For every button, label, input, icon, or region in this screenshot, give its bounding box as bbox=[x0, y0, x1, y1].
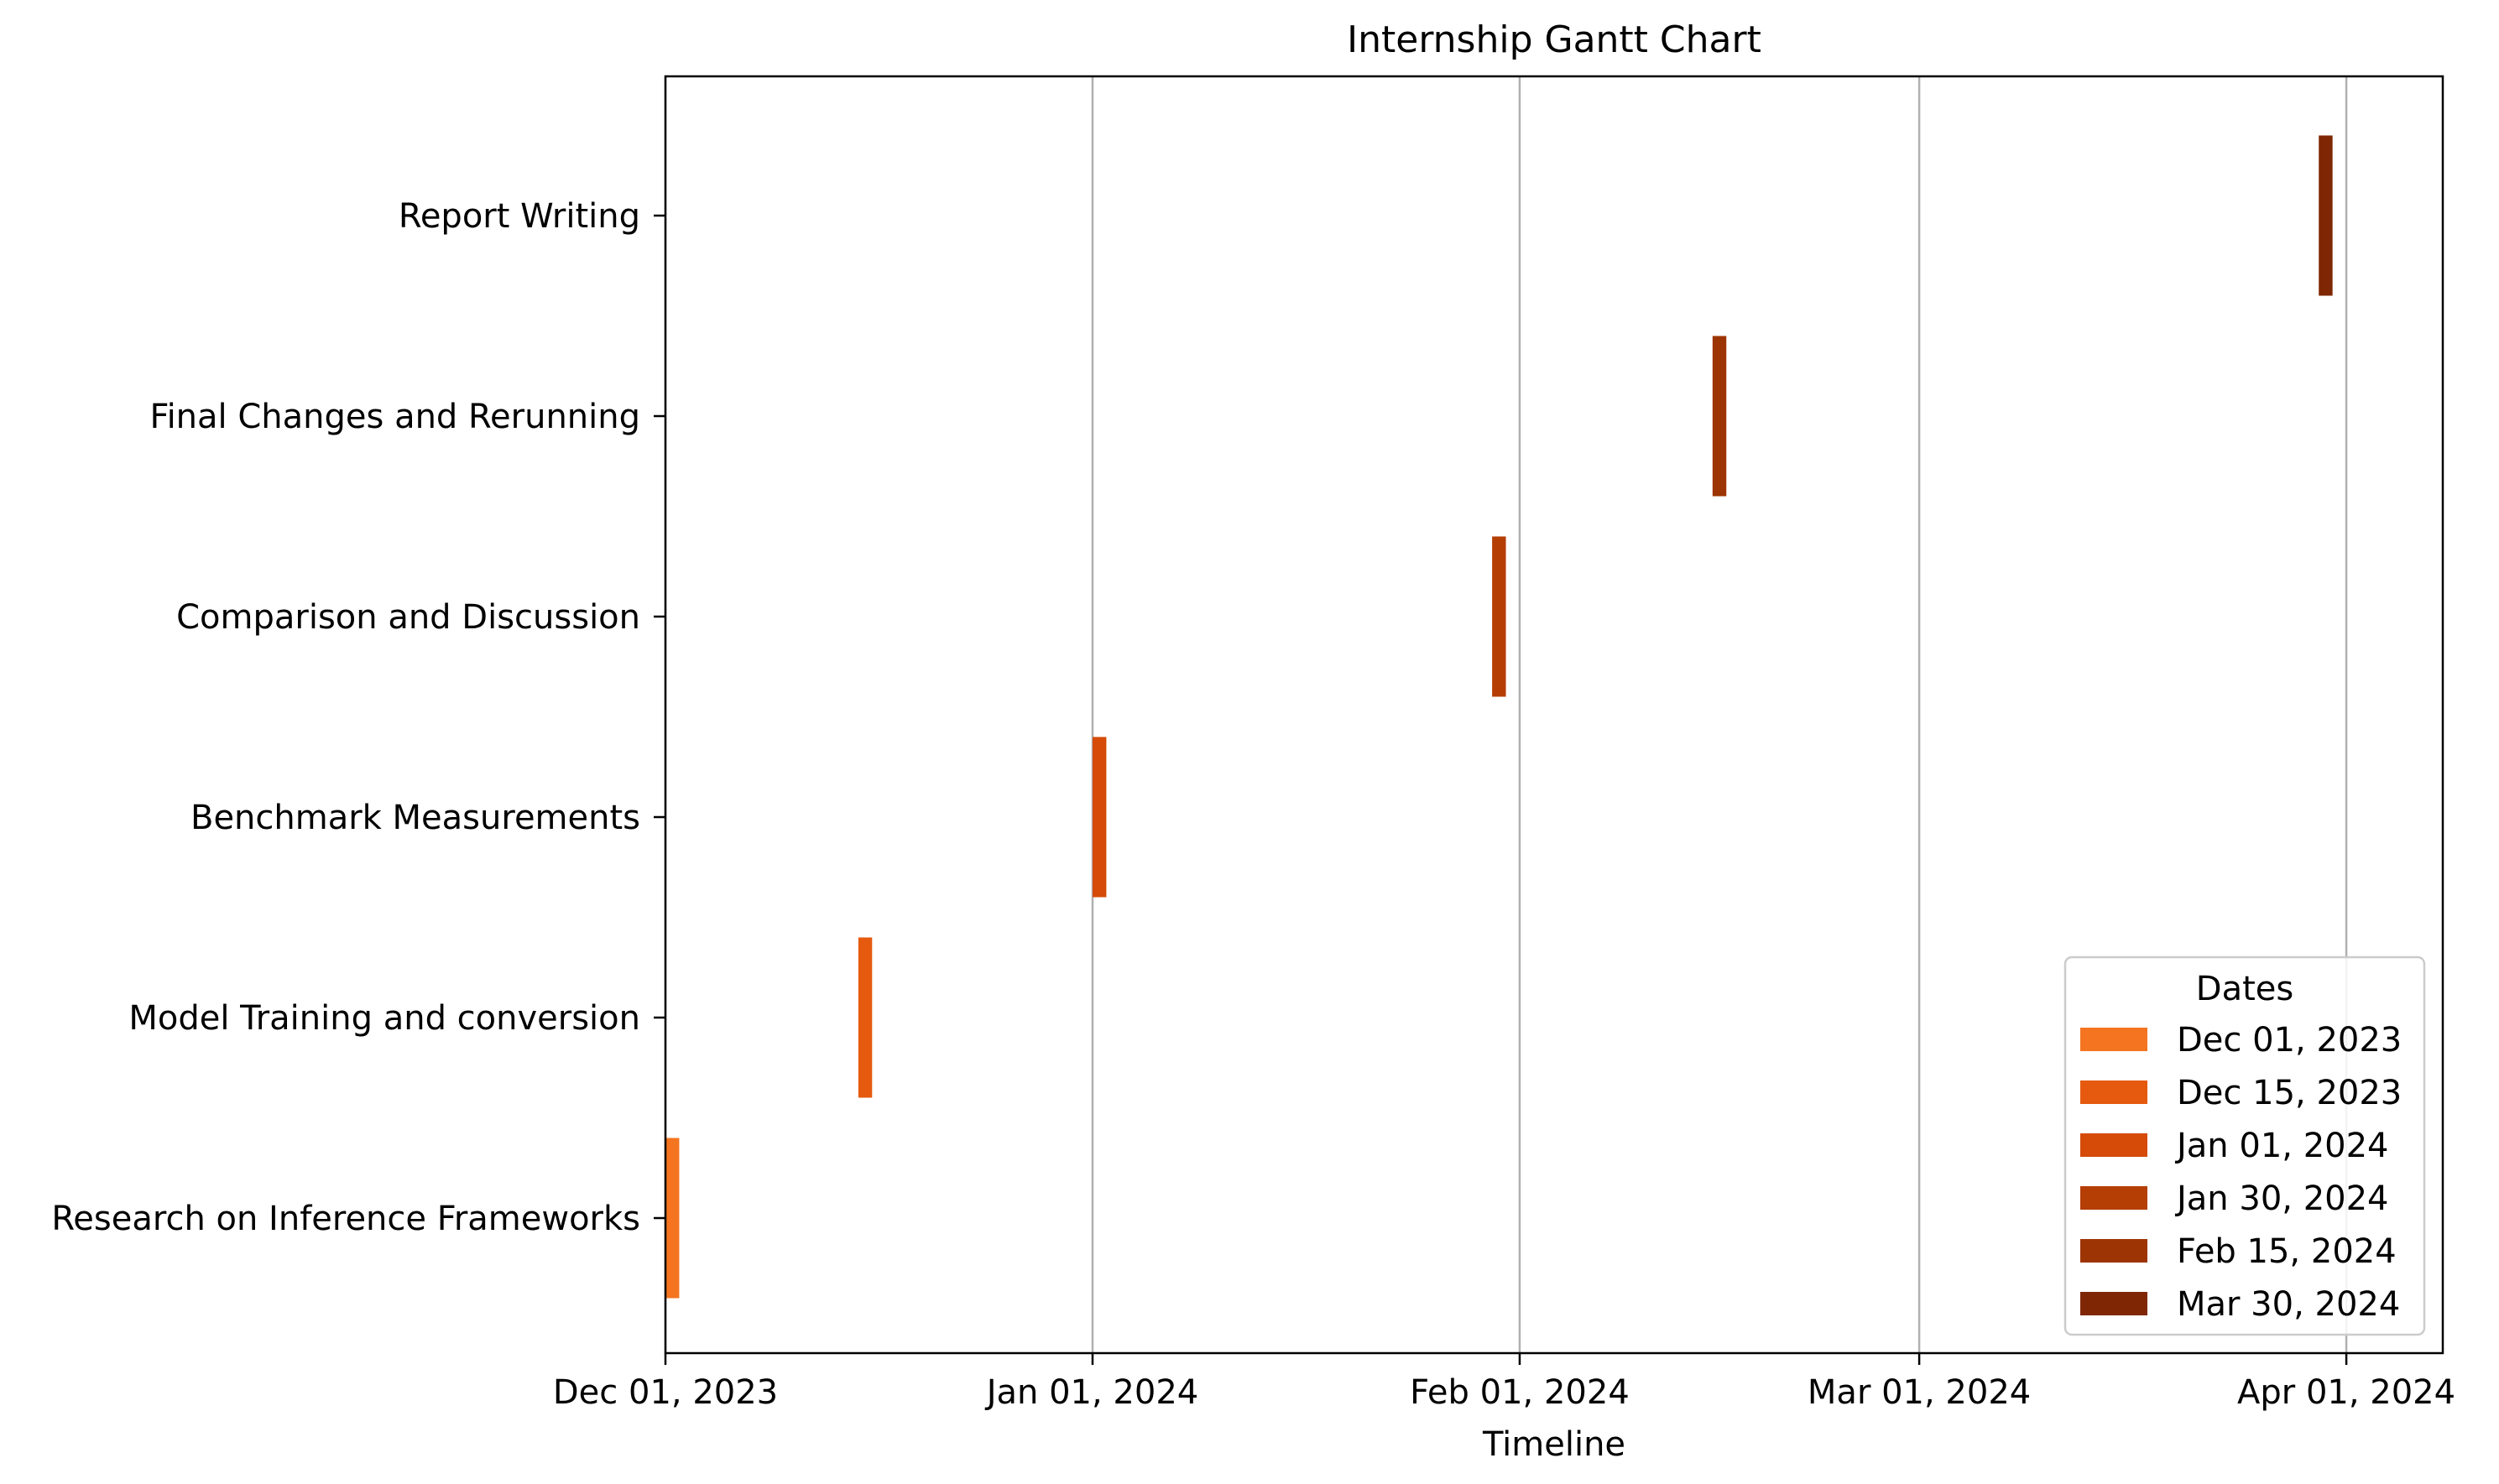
y-tick-label: Final Changes and Rerunning bbox=[149, 398, 640, 436]
x-tick-label: Dec 01, 2023 bbox=[553, 1373, 778, 1412]
legend-label: Dec 15, 2023 bbox=[2177, 1074, 2402, 1112]
legend-swatch bbox=[2080, 1292, 2147, 1315]
task-bar bbox=[1492, 536, 1506, 697]
legend-label: Jan 01, 2024 bbox=[2174, 1127, 2389, 1165]
legend-swatch bbox=[2080, 1133, 2147, 1157]
y-tick-label: Report Writing bbox=[399, 197, 640, 236]
legend-label: Feb 15, 2024 bbox=[2177, 1232, 2397, 1271]
y-tick-label: Model Training and conversion bbox=[128, 999, 640, 1038]
task-bar bbox=[665, 1138, 680, 1299]
legend-label: Mar 30, 2024 bbox=[2177, 1285, 2400, 1324]
legend-label: Jan 30, 2024 bbox=[2174, 1179, 2389, 1218]
task-bar bbox=[858, 937, 873, 1098]
legend-label: Dec 01, 2023 bbox=[2177, 1021, 2402, 1060]
x-tick-label: Jan 01, 2024 bbox=[984, 1373, 1199, 1412]
legend-swatch bbox=[2080, 1186, 2147, 1210]
task-bars bbox=[665, 135, 2333, 1299]
legend-swatch bbox=[2080, 1028, 2147, 1051]
legend-entries: Dec 01, 2023 Dec 15, 2023 Jan 01, 2024 Jan … bbox=[2080, 1021, 2402, 1324]
task-bar bbox=[1092, 737, 1107, 898]
task-bar bbox=[1712, 336, 1727, 497]
task-bar bbox=[2319, 135, 2333, 296]
y-axis-ticks: Research on Inference Frameworks Model Tr… bbox=[51, 197, 665, 1238]
legend: Dates Dec 01, 2023 Dec 15, 2023 Jan 01, 20… bbox=[2063, 955, 2426, 1336]
legend-swatch bbox=[2080, 1239, 2147, 1263]
y-tick-label: Comparison and Discussion bbox=[176, 598, 640, 637]
legend-swatch bbox=[2080, 1080, 2147, 1104]
y-tick-label: Benchmark Measurements bbox=[190, 799, 640, 837]
x-tick-label: Apr 01, 2024 bbox=[2237, 1373, 2455, 1412]
plot-frame bbox=[664, 75, 2444, 1355]
y-tick-label: Research on Inference Frameworks bbox=[51, 1200, 640, 1238]
x-tick-label: Feb 01, 2024 bbox=[1410, 1373, 1630, 1412]
chart-title: Internship Gantt Chart bbox=[1347, 18, 1761, 61]
x-axis-label: Timeline bbox=[1482, 1425, 1625, 1464]
x-tick-label: Mar 01, 2024 bbox=[1808, 1373, 2031, 1412]
legend-title: Dates bbox=[2196, 970, 2293, 1008]
legend-box bbox=[2063, 955, 2426, 1336]
x-axis-ticks: Dec 01, 2023 Jan 01, 2024 Feb 01, 2024 Mar … bbox=[553, 1353, 2455, 1412]
